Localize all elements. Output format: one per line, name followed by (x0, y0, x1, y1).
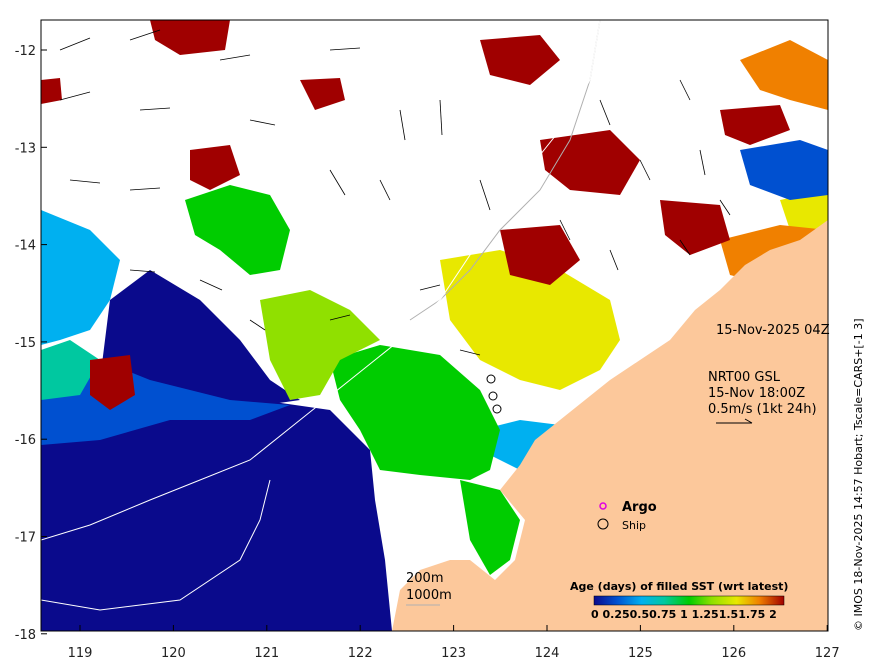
contour-label-200m: 200m (406, 571, 443, 586)
sst-age-15-region (440, 250, 620, 390)
legend-ship: Ship (622, 519, 646, 532)
lat-tick-label: -18 (15, 628, 36, 643)
longitude-axis: 119 120 121 122 123 124 125 126 127 (68, 625, 840, 661)
sst-age-2-patch-e (720, 105, 790, 145)
lat-tick-label: -14 (15, 239, 36, 254)
map-layers (41, 20, 828, 631)
current-source: NRT00 GSL (708, 370, 781, 385)
colorbar-title: Age (days) of filled SST (wrt latest) (570, 580, 788, 593)
map-border (40, 19, 829, 632)
sst-age-075-region (41, 340, 100, 400)
sst-age-2-patch-d (500, 225, 580, 285)
lat-tick-label: -17 (15, 531, 36, 546)
sst-age-125-region (260, 290, 380, 400)
lon-tick-label: 123 (441, 646, 466, 661)
sst-age-1-north (185, 185, 290, 275)
sst-age-0-region (41, 385, 392, 631)
contour-1000m-b (41, 479, 271, 611)
lon-tick-label: 125 (628, 646, 653, 661)
sst-age-025-east (740, 140, 828, 200)
lon-tick-label: 119 (68, 646, 93, 661)
lon-tick-label: 122 (348, 646, 373, 661)
current-time: 15-Nov 18:00Z (708, 386, 805, 401)
colorbar (593, 595, 785, 606)
lat-tick-label: -15 (15, 336, 36, 351)
current-scale-arrow (716, 418, 753, 424)
colorbar-ticks: 0 0.250.50.75 1 1.251.51.75 2 (591, 608, 777, 621)
lon-tick-label: 127 (815, 646, 840, 661)
current-scale-label: 0.5m/s (1kt 24h) (708, 402, 817, 417)
contour-200m (409, 20, 601, 321)
sst-age-2-patch-a (150, 20, 230, 55)
credit-line: © IMOS 18-Nov-2025 14:57 Hobart; Tscale=… (852, 319, 865, 631)
sst-age-2-patch-j (41, 78, 62, 104)
sst-age-2-patch-g (300, 78, 345, 110)
sst-age-2-patch-f (190, 145, 240, 190)
sst-age-2-patch-h (660, 200, 730, 255)
image-timestamp: 15-Nov-2025 04Z (716, 323, 830, 338)
land-australia (392, 220, 828, 631)
contour-1000m (41, 20, 601, 541)
current-vectors (59, 29, 731, 356)
sst-age-2-patch-i (90, 355, 135, 410)
sst-age-05-region (41, 210, 120, 345)
sst-age-0-region-north (100, 270, 300, 410)
lat-tick-label: -16 (15, 433, 36, 448)
lon-tick-label: 121 (254, 646, 279, 661)
sst-age-2-patch-c (540, 130, 640, 195)
ship-marker-icon (597, 518, 609, 530)
latitude-axis: -12 -13 -14 -15 -16 -17 -18 (15, 44, 47, 643)
lat-tick-label: -12 (15, 44, 36, 59)
sst-age-1-region (330, 345, 500, 480)
lon-tick-label: 126 (721, 646, 746, 661)
contour-label-1000m: 1000m (406, 588, 452, 603)
lat-tick-label: -13 (15, 141, 36, 156)
ship-markers (486, 374, 502, 414)
legend-argo: Argo (622, 500, 657, 515)
sst-age-2-patch-b (480, 35, 560, 85)
lon-tick-label: 120 (161, 646, 186, 661)
lon-tick-label: 124 (535, 646, 560, 661)
sst-age-1-south (460, 480, 520, 575)
sst-age-175-region (740, 40, 828, 110)
argo-marker-icon (599, 502, 607, 510)
